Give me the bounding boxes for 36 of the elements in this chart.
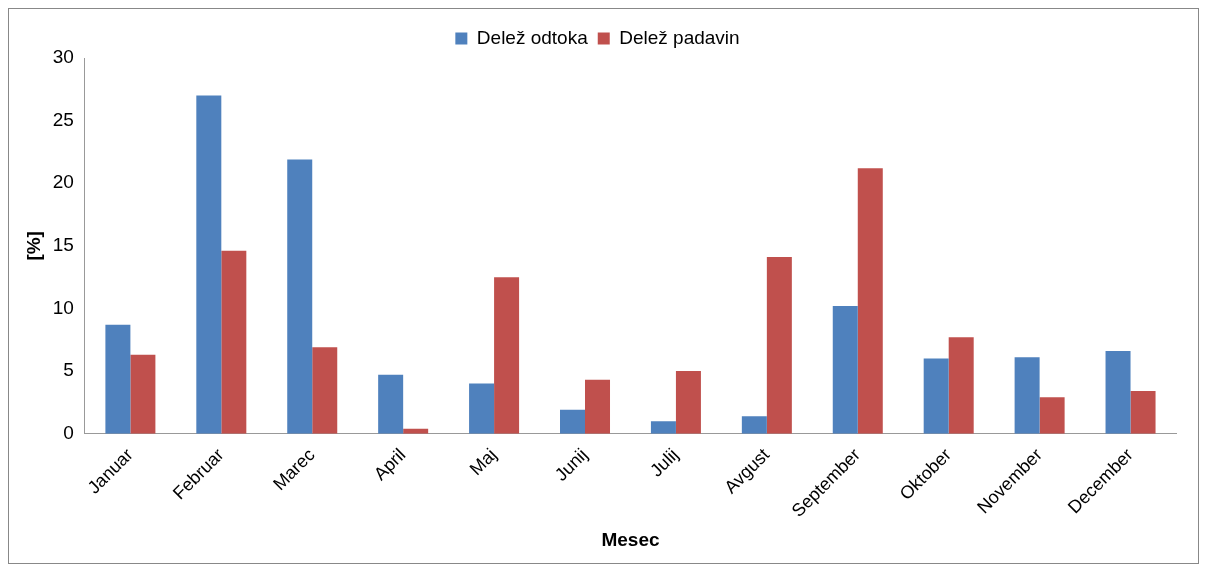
y-tick-label: 0 [63, 421, 74, 443]
bar [1039, 397, 1065, 434]
bar [923, 358, 949, 434]
bar [766, 257, 792, 434]
y-axis-title: [%] [22, 231, 44, 261]
y-tick-label: 10 [52, 296, 74, 318]
y-tick-label: 15 [52, 234, 74, 256]
bar [741, 416, 767, 434]
bar [1130, 391, 1156, 434]
legend-label: Delež odtoka [476, 26, 589, 48]
bar [287, 159, 313, 434]
bar [196, 95, 222, 434]
bar [494, 277, 520, 434]
y-tick-label: 30 [52, 46, 74, 68]
bar [105, 324, 131, 434]
bar [832, 305, 858, 434]
bar [130, 354, 156, 434]
bar [1014, 357, 1040, 434]
x-tick-label: Julij [646, 444, 683, 481]
bar [675, 371, 701, 434]
y-tick-label: 25 [52, 108, 74, 130]
bar [650, 421, 676, 434]
y-tick-label: 20 [52, 171, 74, 193]
bar [312, 347, 338, 434]
bar [221, 250, 247, 434]
bar [857, 168, 883, 434]
legend-label: Delež padavin [619, 26, 740, 48]
bar [560, 409, 586, 434]
y-tick-label: 5 [63, 359, 74, 381]
bar [1105, 351, 1131, 434]
x-axis-title: Mesec [601, 528, 660, 550]
bar [585, 379, 611, 434]
bar [378, 374, 404, 434]
bar [469, 383, 495, 434]
bar [948, 337, 974, 434]
x-tick-label: Maj [465, 444, 501, 480]
